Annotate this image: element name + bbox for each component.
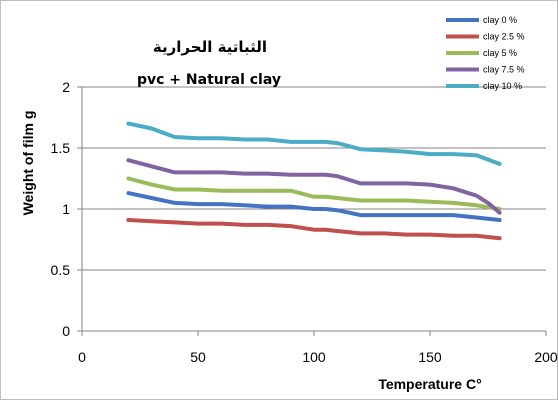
x-tick-label: 100: [302, 349, 326, 365]
legend-label-4: clay 10 %: [483, 81, 522, 91]
y-tick-label: 0.5: [51, 262, 71, 278]
series-lines: [126, 121, 502, 241]
gridlines: [82, 86, 546, 271]
chart-title-subtitle: pvc + Natural clay: [137, 72, 281, 88]
x-tick-label: 50: [190, 349, 206, 365]
tick-labels: 0 0.5 1 1.5 2 0 50 100 150 200: [51, 79, 558, 365]
y-tick-label: 1: [62, 201, 70, 217]
series-line-1: [126, 218, 502, 241]
legend-label-3: clay 7.5 %: [483, 65, 525, 75]
y-tick-label: 0: [62, 323, 70, 339]
x-tick-label: 0: [78, 349, 86, 365]
y-tick-label: 2: [62, 79, 70, 95]
x-axis-title: Temperature C°: [378, 376, 481, 392]
x-tick-label: 150: [418, 349, 442, 365]
legend: clay 0 % clay 2.5 % clay 5 % clay 7.5 % clay…: [446, 15, 525, 91]
series-line-2: [126, 176, 502, 211]
chart-title-arabic: الثباتية الحرارية: [153, 38, 267, 56]
series-line-3: [126, 158, 502, 215]
series-line-0: [126, 191, 502, 222]
legend-label-0: clay 0 %: [483, 15, 517, 25]
y-tick-label: 1.5: [51, 140, 71, 156]
series-line-4: [126, 121, 502, 166]
legend-label-1: clay 2.5 %: [483, 32, 525, 42]
y-axis-title: Weight of film g: [20, 111, 36, 216]
legend-label-2: clay 5 %: [483, 48, 517, 58]
x-tick-label: 200: [534, 349, 558, 365]
